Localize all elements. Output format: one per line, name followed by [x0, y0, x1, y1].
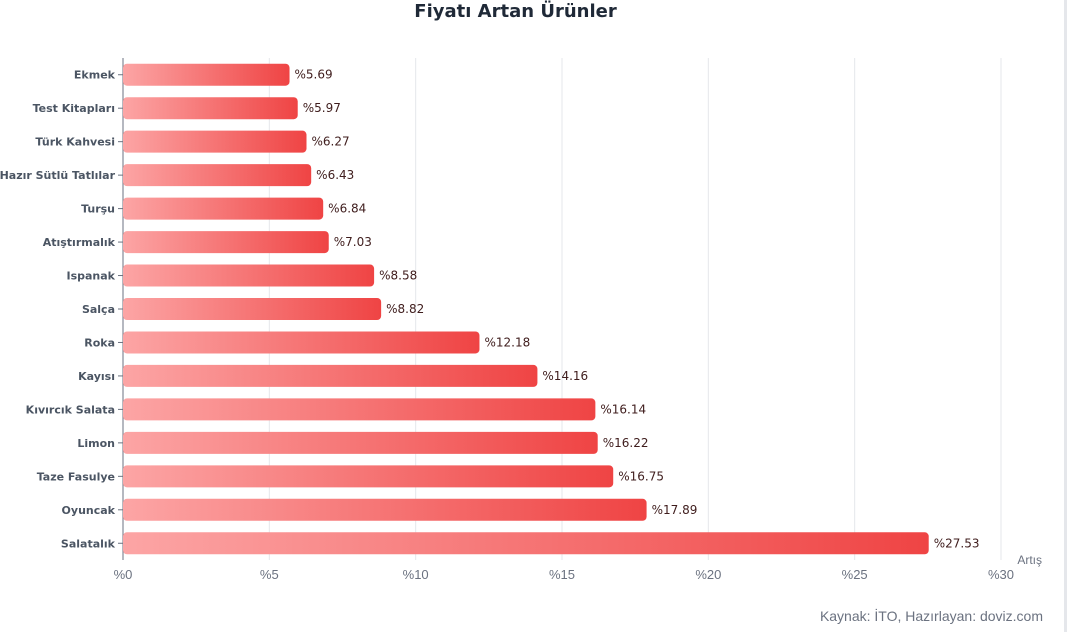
category-label: Kayısı — [78, 370, 115, 383]
value-label: %14.16 — [542, 369, 588, 383]
panel-border — [1064, 0, 1067, 632]
x-tick-label: %5 — [260, 567, 279, 582]
category-label: Roka — [84, 336, 115, 349]
value-label: %5.69 — [295, 68, 333, 82]
bar — [123, 298, 382, 320]
bar — [123, 130, 307, 153]
value-label: %6.27 — [312, 135, 350, 149]
bar — [123, 331, 480, 354]
x-axis-label: Artış — [1017, 553, 1042, 567]
value-label: %16.22 — [603, 436, 649, 450]
value-label: %8.82 — [386, 302, 424, 316]
x-tick-label: %30 — [988, 567, 1014, 582]
bar — [123, 97, 298, 120]
source-note: Kaynak: İTO, Hazırlayan: doviz.com — [819, 608, 1043, 624]
category-label: Hazır Sütlü Tatlılar — [0, 169, 116, 182]
category-label: Türk Kahvesi — [35, 136, 115, 149]
category-label: Ekmek — [74, 69, 116, 82]
bar — [123, 398, 596, 421]
bar — [123, 532, 929, 555]
category-label: Salatalık — [61, 537, 116, 550]
x-tick-label: %25 — [842, 567, 868, 582]
bar — [123, 431, 598, 454]
chart-title: Fiyatı Artan Ürünler — [414, 1, 617, 22]
value-label: %17.89 — [652, 503, 698, 517]
category-label: Atıştırmalık — [43, 236, 116, 249]
value-label: %6.84 — [328, 202, 366, 216]
bar — [123, 197, 324, 220]
category-label: Turşu — [81, 203, 115, 216]
category-label: Oyuncak — [62, 504, 116, 517]
value-label: %27.53 — [934, 536, 980, 550]
bar — [123, 264, 375, 287]
category-label: Kıvırcık Salata — [26, 403, 115, 416]
x-tick-label: %10 — [403, 567, 429, 582]
value-label: %6.43 — [316, 168, 354, 182]
category-label: Test Kitapları — [33, 102, 115, 115]
x-tick-label: %20 — [695, 567, 721, 582]
category-label: Salça — [82, 303, 115, 316]
x-tick-label: %0 — [114, 567, 133, 582]
bar — [123, 164, 312, 187]
value-label: %5.97 — [303, 101, 341, 115]
value-label: %7.03 — [334, 235, 372, 249]
x-tick-label: %15 — [549, 567, 575, 582]
category-label: Ispanak — [66, 270, 115, 283]
bar — [123, 63, 290, 86]
value-label: %12.18 — [484, 335, 530, 349]
bar — [123, 364, 538, 387]
category-label: Limon — [77, 437, 115, 450]
bar — [123, 498, 647, 521]
bar — [123, 231, 329, 254]
bar — [123, 465, 614, 488]
value-label: %16.75 — [618, 469, 664, 483]
value-label: %8.58 — [379, 269, 417, 283]
value-label: %16.14 — [600, 402, 646, 416]
category-label: Taze Fasulye — [37, 470, 115, 483]
